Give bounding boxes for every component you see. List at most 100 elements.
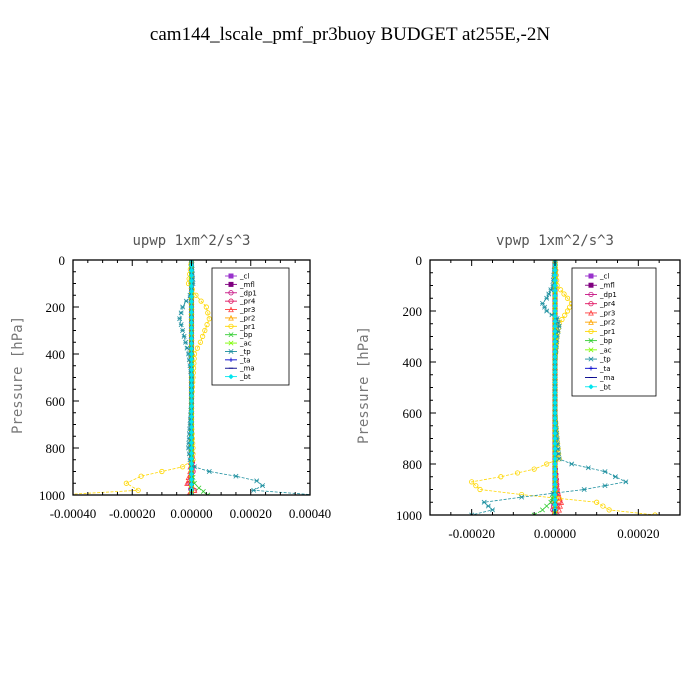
data-point [552, 446, 558, 452]
data-point [254, 478, 260, 484]
data-point [200, 333, 206, 339]
y-tick-label: 0 [59, 253, 66, 268]
chart-title: vpwp 1xm^2/s^3 [496, 233, 614, 249]
data-point [552, 430, 558, 437]
data-point [469, 512, 475, 515]
data-point [552, 384, 558, 391]
data-point [184, 345, 190, 351]
legend-label: _ma [599, 374, 615, 382]
data-point [552, 328, 558, 335]
legend-marker [588, 319, 594, 325]
data-point [552, 379, 558, 386]
data-point [552, 497, 558, 503]
data-point [180, 464, 186, 470]
legend-marker [588, 282, 594, 288]
data-point [552, 277, 558, 284]
data-point [623, 479, 629, 485]
y-tick-label: 400 [403, 355, 423, 370]
data-point [552, 344, 558, 350]
data-point [181, 333, 187, 339]
legend-box [571, 267, 657, 397]
data-point [188, 450, 195, 456]
legend-label: _ac [239, 340, 252, 348]
data-point [233, 473, 239, 479]
data-point [552, 420, 558, 426]
legend-marker [588, 384, 594, 390]
y-tick-label: 1000 [39, 488, 65, 503]
legend-marker [228, 281, 234, 287]
legend-label: _bp [239, 331, 253, 339]
legend-marker [588, 356, 594, 362]
legend-marker [588, 291, 594, 298]
data-point [556, 456, 562, 462]
data-point [188, 476, 195, 482]
chart-panel-2: vpwp 1xm^2/s^3 Pressure [hPa] 0 200 400 600 80… [356, 233, 681, 541]
data-point [540, 300, 545, 306]
data-point [552, 451, 558, 457]
data-point [200, 488, 206, 494]
legend-label: _pr1 [239, 323, 255, 331]
legend-label: _pr3 [239, 306, 255, 314]
data-point [544, 308, 550, 314]
data-point [184, 480, 190, 486]
data-point [188, 440, 195, 446]
x-tick-label: -0.00020 [109, 506, 156, 521]
data-point [188, 278, 195, 284]
data-point [561, 291, 567, 297]
data-point [188, 398, 195, 404]
data-point [544, 461, 550, 467]
legend-label: _cl [599, 273, 609, 281]
data-point [188, 299, 195, 305]
data-point [562, 312, 568, 318]
data-point [123, 480, 129, 486]
data-point [552, 461, 558, 467]
data-point [552, 389, 558, 396]
data-point [202, 327, 208, 334]
data-point [188, 361, 195, 368]
data-point [204, 322, 210, 328]
legend-marker [588, 366, 594, 371]
data-point [251, 487, 257, 493]
data-point [188, 481, 195, 488]
data-point [552, 369, 558, 375]
data-point [193, 292, 199, 298]
data-point [188, 419, 195, 425]
series-group [469, 260, 658, 515]
legend: _cl_mfl_dp1_pr4_pr3_pr2_pr1_bp_ac_tp_ta_… [211, 267, 290, 386]
data-point [188, 351, 195, 357]
data-point [473, 483, 479, 489]
legend-marker [588, 301, 594, 307]
legend-label: _mfl [599, 282, 615, 290]
data-point [188, 471, 195, 477]
legend-label: _cl [239, 273, 249, 281]
data-point [188, 356, 195, 362]
data-point [188, 424, 195, 430]
legend-label: _tp [599, 356, 611, 364]
series-line-pr1 [73, 260, 210, 495]
data-point [552, 323, 558, 329]
x-tick-label: 0.00040 [289, 506, 331, 521]
y-axis-label: Pressure [hPa] [10, 316, 26, 434]
y-tick-label: 600 [46, 394, 66, 409]
data-point [552, 364, 558, 370]
data-point [585, 465, 591, 471]
data-point [188, 288, 195, 294]
data-point [594, 499, 600, 505]
y-tick-label: 800 [403, 457, 423, 472]
data-point [183, 339, 189, 345]
data-point [180, 328, 186, 333]
legend-label: _ma [239, 365, 255, 373]
data-point [559, 316, 565, 323]
x-tick-label: -0.00040 [50, 506, 97, 521]
data-point [188, 461, 195, 467]
data-point [188, 293, 195, 300]
x-tick-label: 0.00000 [534, 526, 576, 541]
legend-marker [228, 290, 234, 296]
data-point [552, 435, 558, 442]
data-point [552, 298, 558, 304]
chart-panel-1: upwp 1xm^2/s^3 Pressure [hPa] 0 200 400 600 80… [10, 233, 331, 521]
data-point [552, 512, 558, 515]
data-point [552, 415, 558, 421]
data-point [135, 487, 141, 493]
